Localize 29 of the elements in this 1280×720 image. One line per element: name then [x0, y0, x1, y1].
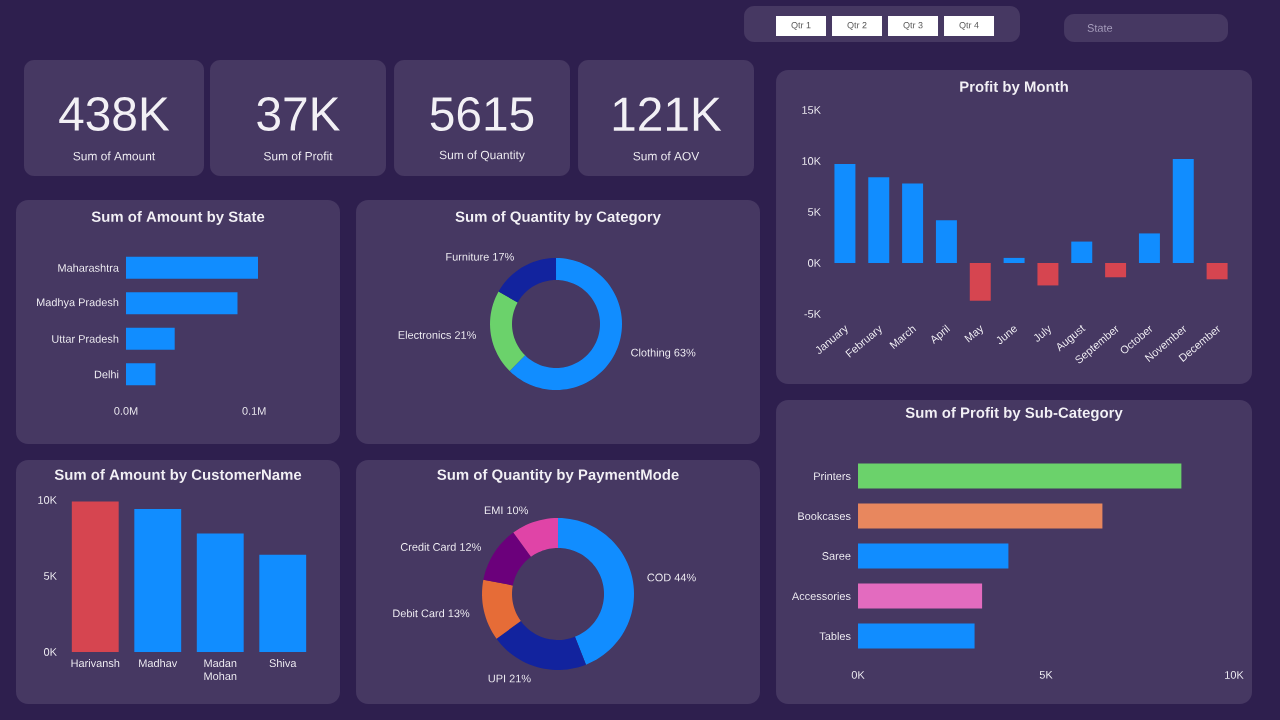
bar — [126, 327, 175, 350]
bar — [858, 503, 1103, 529]
bar — [71, 501, 119, 652]
bar — [134, 509, 182, 652]
bar — [858, 543, 1009, 569]
text: 121K — [613, 97, 722, 131]
bar — [126, 256, 258, 279]
bar — [126, 292, 238, 315]
bar — [858, 583, 983, 609]
text: 37K — [257, 97, 340, 131]
text: 5615 — [430, 97, 534, 131]
bar — [1037, 263, 1059, 286]
bar — [1206, 263, 1228, 280]
bar — [1003, 257, 1025, 263]
bar — [259, 554, 307, 652]
bar — [969, 263, 991, 301]
bar — [196, 533, 244, 652]
bar — [1138, 233, 1160, 263]
bar — [902, 183, 924, 263]
bar — [834, 164, 856, 263]
bar — [1105, 263, 1127, 278]
text: 438K — [59, 97, 170, 131]
bar — [858, 623, 975, 649]
bar — [935, 220, 957, 263]
bar — [1172, 158, 1194, 263]
bar — [868, 177, 890, 263]
bar — [1071, 241, 1093, 263]
bar — [858, 463, 1182, 489]
bar — [126, 363, 156, 386]
